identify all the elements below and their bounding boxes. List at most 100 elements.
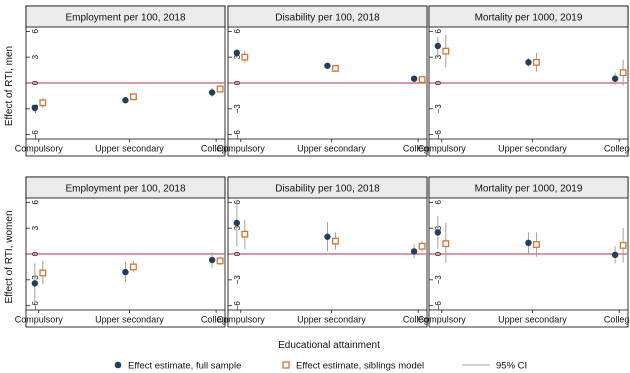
panel-title-strip bbox=[25, 5, 226, 28]
point-full-college bbox=[208, 89, 216, 96]
y-tick-label: −6 bbox=[31, 130, 40, 140]
y-tick-label: 6 bbox=[434, 200, 443, 205]
x-tick-label-college: College bbox=[604, 144, 630, 154]
y-tick-label: −3 bbox=[434, 275, 443, 285]
point-full-upper-secondary bbox=[324, 233, 331, 240]
point-full-upper-secondary bbox=[122, 97, 129, 104]
legend: Effect estimate, full sample Effect esti… bbox=[114, 361, 527, 372]
x-tick-label-compulsory: Compulsory bbox=[15, 315, 64, 325]
y-tick-label: 3 bbox=[31, 225, 40, 230]
point-full-college bbox=[410, 248, 418, 255]
x-tick-label-college: College bbox=[604, 315, 630, 325]
panel-frame bbox=[25, 5, 226, 157]
panel-title: Employment per 100, 2018 bbox=[65, 13, 186, 24]
x-tick-label-upper-secondary: Upper secondary bbox=[95, 315, 164, 325]
panel-title-strip bbox=[25, 176, 226, 199]
x-tick-label-upper-secondary: Upper secondary bbox=[95, 144, 164, 154]
y-tick-label: −6 bbox=[233, 301, 242, 311]
y-tick-label: −6 bbox=[434, 301, 443, 311]
point-full-upper-secondary bbox=[525, 59, 532, 66]
panel-frame bbox=[227, 5, 428, 157]
point-full-upper-secondary bbox=[525, 239, 532, 246]
point-siblings-college bbox=[216, 85, 224, 93]
point-siblings-compulsory bbox=[241, 53, 249, 61]
y-tick-label: −6 bbox=[434, 130, 443, 140]
y-tick-label: 6 bbox=[434, 29, 443, 34]
point-siblings-college bbox=[619, 241, 627, 249]
row-label-women: Effect of RTI, women bbox=[4, 210, 15, 303]
legend-label-ci: 95% CI bbox=[496, 361, 527, 372]
panel-mortality-women: Mortality per 1000, 2019630−3−6Compulsor… bbox=[418, 176, 630, 328]
point-siblings-compulsory bbox=[442, 240, 450, 248]
point-full-upper-secondary bbox=[122, 268, 129, 276]
point-full-compulsory bbox=[31, 104, 39, 112]
point-full-college bbox=[208, 256, 216, 264]
y-tick-label: 6 bbox=[233, 200, 242, 205]
point-siblings-upper-secondary bbox=[532, 241, 540, 248]
point-full-college bbox=[611, 251, 619, 259]
x-tick-label-college: College bbox=[403, 315, 434, 325]
panel-mortality-men: Mortality per 1000, 2019630−3−6Compulsor… bbox=[418, 5, 630, 157]
y-tick-label: 3 bbox=[31, 54, 40, 59]
row-label-men: Effect of RTI, men bbox=[4, 46, 15, 126]
x-tick-label-compulsory: Compulsory bbox=[418, 315, 467, 325]
panel-employment-women: Employment per 100, 2018630−3−6Compulsor… bbox=[15, 176, 232, 328]
panel-disability-men: Disability per 100, 2018630−3−6Compulsor… bbox=[217, 5, 434, 157]
x-tick-label-compulsory: Compulsory bbox=[418, 144, 467, 154]
x-tick-label-compulsory: Compulsory bbox=[217, 315, 266, 325]
y-tick-label: 6 bbox=[31, 200, 40, 205]
panel-title-strip bbox=[227, 5, 428, 28]
point-siblings-upper-secondary bbox=[129, 263, 137, 271]
panel-title-strip bbox=[227, 176, 428, 199]
point-full-compulsory bbox=[31, 280, 39, 287]
point-full-compulsory bbox=[434, 229, 442, 236]
point-siblings-compulsory bbox=[39, 269, 47, 277]
y-tick-label: 6 bbox=[233, 29, 242, 34]
point-full-college bbox=[410, 75, 418, 82]
panel-title: Mortality per 1000, 2019 bbox=[475, 184, 583, 195]
panel-title-strip bbox=[428, 176, 629, 199]
panel-frame bbox=[428, 5, 629, 157]
panel-frame bbox=[25, 176, 226, 328]
y-tick-label: −6 bbox=[233, 130, 242, 140]
y-tick-label: 6 bbox=[31, 29, 40, 34]
panel-title: Disability per 100, 2018 bbox=[275, 184, 380, 195]
legend-label-siblings-model: Effect estimate, siblings model bbox=[296, 361, 424, 372]
y-tick-label: 3 bbox=[434, 54, 443, 59]
panel-grid: Employment per 100, 2018630−3−6Compulsor… bbox=[15, 5, 630, 328]
x-axis-label: Educational attainment bbox=[278, 340, 380, 351]
point-siblings-compulsory bbox=[39, 99, 47, 107]
point-siblings-college bbox=[418, 242, 426, 250]
x-tick-label-compulsory: Compulsory bbox=[15, 144, 64, 154]
point-siblings-college bbox=[619, 69, 627, 77]
y-tick-label: −3 bbox=[233, 275, 242, 285]
legend-marker-full-sample bbox=[114, 361, 122, 369]
point-full-compulsory bbox=[434, 42, 442, 50]
panel-title: Mortality per 1000, 2019 bbox=[475, 13, 583, 24]
x-tick-label-upper-secondary: Upper secondary bbox=[297, 315, 366, 325]
y-tick-label: 3 bbox=[233, 225, 242, 230]
point-siblings-compulsory bbox=[442, 47, 450, 55]
point-siblings-college bbox=[216, 257, 224, 265]
panel-disability-women: Disability per 100, 2018630−3−6Compulsor… bbox=[217, 176, 434, 328]
y-tick-label: −3 bbox=[31, 275, 40, 285]
x-tick-label-college: College bbox=[403, 144, 434, 154]
point-siblings-college bbox=[418, 76, 426, 84]
x-tick-label-upper-secondary: Upper secondary bbox=[297, 144, 366, 154]
panel-title: Disability per 100, 2018 bbox=[275, 13, 380, 24]
y-tick-label: 3 bbox=[434, 225, 443, 230]
y-tick-label: −6 bbox=[31, 301, 40, 311]
x-tick-label-upper-secondary: Upper secondary bbox=[498, 315, 567, 325]
x-tick-label-college: College bbox=[201, 144, 232, 154]
panel-title: Employment per 100, 2018 bbox=[65, 184, 186, 195]
x-tick-label-college: College bbox=[201, 315, 232, 325]
point-siblings-upper-secondary bbox=[331, 237, 339, 245]
y-tick-label: −3 bbox=[434, 104, 443, 114]
x-tick-label-upper-secondary: Upper secondary bbox=[498, 144, 567, 154]
point-full-upper-secondary bbox=[324, 62, 331, 69]
panel-employment-men: Employment per 100, 2018630−3−6Compulsor… bbox=[15, 5, 232, 157]
legend-marker-siblings-model bbox=[282, 361, 290, 369]
panel-title-strip bbox=[428, 5, 629, 28]
y-tick-label: −3 bbox=[233, 104, 242, 114]
